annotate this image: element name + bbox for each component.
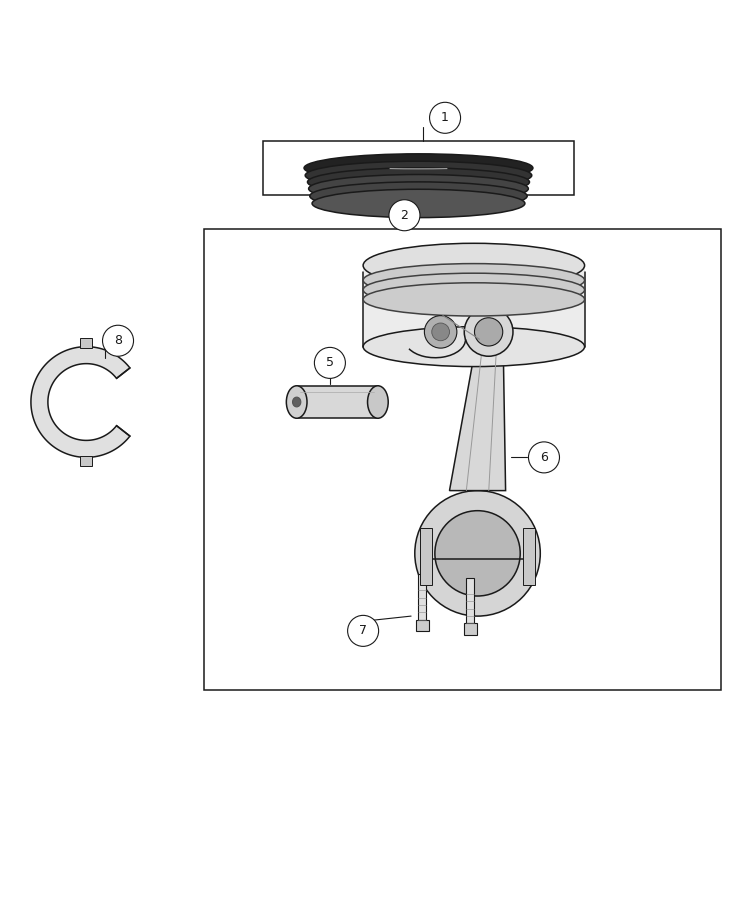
Bar bbox=[80, 338, 92, 348]
Bar bbox=[296, 386, 378, 418]
Circle shape bbox=[314, 347, 345, 378]
Circle shape bbox=[430, 103, 461, 133]
Circle shape bbox=[465, 308, 513, 356]
Ellipse shape bbox=[309, 175, 528, 202]
Ellipse shape bbox=[310, 182, 527, 211]
Ellipse shape bbox=[308, 168, 530, 196]
Ellipse shape bbox=[415, 491, 540, 617]
Text: 2: 2 bbox=[401, 209, 408, 221]
Bar bbox=[419, 574, 426, 620]
Circle shape bbox=[432, 323, 450, 341]
Ellipse shape bbox=[304, 154, 533, 182]
Text: 8: 8 bbox=[114, 334, 122, 347]
Bar bbox=[363, 266, 585, 346]
Text: 7: 7 bbox=[359, 625, 367, 637]
Circle shape bbox=[389, 200, 420, 230]
Polygon shape bbox=[450, 356, 505, 491]
Ellipse shape bbox=[312, 189, 525, 218]
Ellipse shape bbox=[363, 283, 585, 316]
Polygon shape bbox=[31, 346, 130, 457]
Ellipse shape bbox=[363, 327, 585, 366]
Text: 5: 5 bbox=[326, 356, 334, 369]
Ellipse shape bbox=[363, 264, 585, 297]
Bar bbox=[420, 528, 432, 585]
Bar bbox=[416, 620, 429, 631]
Bar bbox=[264, 141, 574, 195]
Text: 1: 1 bbox=[441, 112, 449, 124]
Bar bbox=[205, 229, 721, 690]
Circle shape bbox=[348, 616, 379, 646]
Ellipse shape bbox=[293, 397, 301, 407]
Circle shape bbox=[425, 316, 457, 348]
Bar bbox=[467, 578, 473, 624]
Ellipse shape bbox=[368, 386, 388, 418]
Ellipse shape bbox=[435, 510, 520, 596]
Bar bbox=[523, 528, 535, 585]
Circle shape bbox=[474, 318, 502, 346]
Text: 6: 6 bbox=[540, 451, 548, 464]
Ellipse shape bbox=[363, 274, 585, 306]
Circle shape bbox=[528, 442, 559, 472]
Ellipse shape bbox=[363, 243, 585, 288]
Ellipse shape bbox=[286, 386, 307, 418]
Bar bbox=[80, 456, 92, 466]
Circle shape bbox=[102, 325, 133, 356]
Bar bbox=[464, 624, 476, 634]
Ellipse shape bbox=[305, 161, 532, 190]
